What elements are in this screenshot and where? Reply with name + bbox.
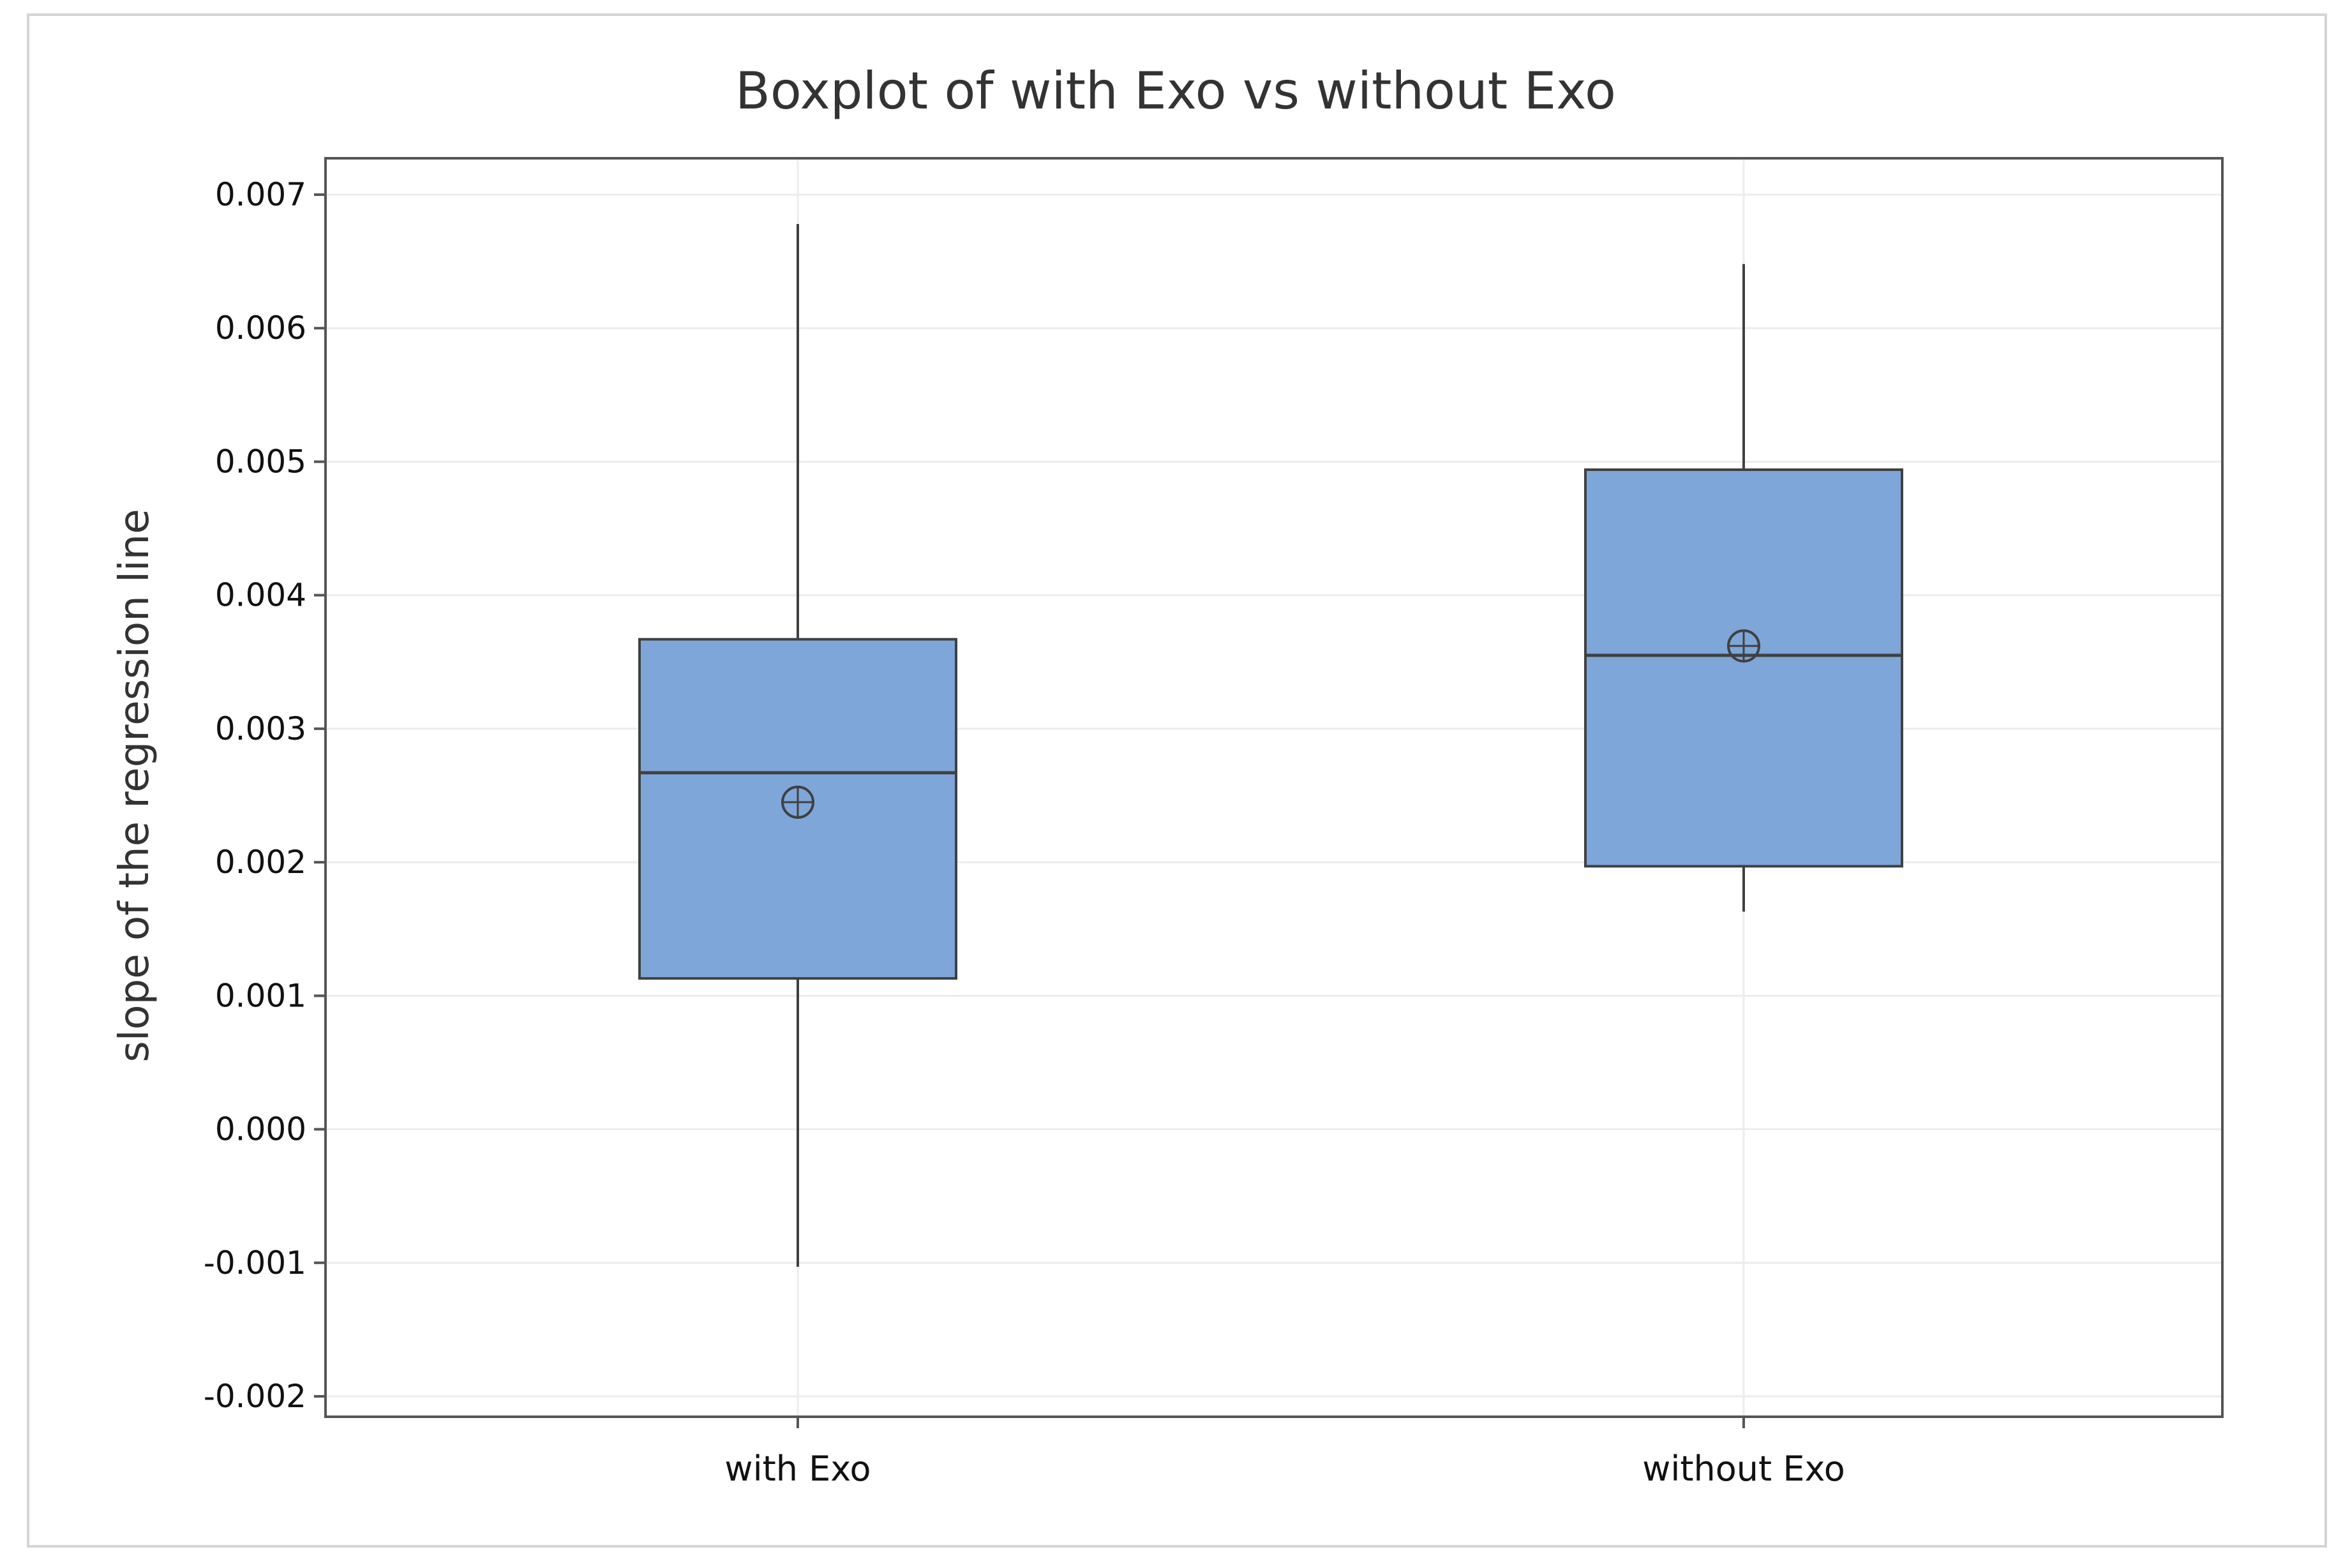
box-layer xyxy=(638,224,1903,1267)
y-tick-label: -0.001 xyxy=(204,1244,306,1281)
x-tick-label: with Exo xyxy=(724,1449,871,1489)
outer-border xyxy=(27,13,2327,1548)
y-axis-label: slope of the regression line xyxy=(111,509,158,1062)
plot-frame xyxy=(324,157,2224,1418)
y-tick-label: 0.002 xyxy=(215,844,306,881)
box-without-exo xyxy=(1584,264,1903,912)
y-tick-label: 0.005 xyxy=(215,443,306,480)
y-tick-label: 0.007 xyxy=(215,176,306,213)
iqr-box xyxy=(1584,468,1903,868)
chart-title: Boxplot of with Exo vs without Exo xyxy=(735,61,1616,121)
y-tick-label: 0.004 xyxy=(215,577,306,614)
y-tick-label: 0.003 xyxy=(215,710,306,747)
box-with-exo xyxy=(638,224,957,1267)
y-tick-label: -0.002 xyxy=(204,1378,306,1415)
axis-layer: -0.002 -0.001 0.000 0.001 0.002 0.003 0.004 0.0… xyxy=(204,176,1845,1489)
y-tick-label: 0.006 xyxy=(215,310,306,347)
x-tick-label: without Exo xyxy=(1642,1449,1845,1489)
y-tick-label: 0.001 xyxy=(215,977,306,1014)
y-tick-label: 0.000 xyxy=(215,1111,306,1148)
